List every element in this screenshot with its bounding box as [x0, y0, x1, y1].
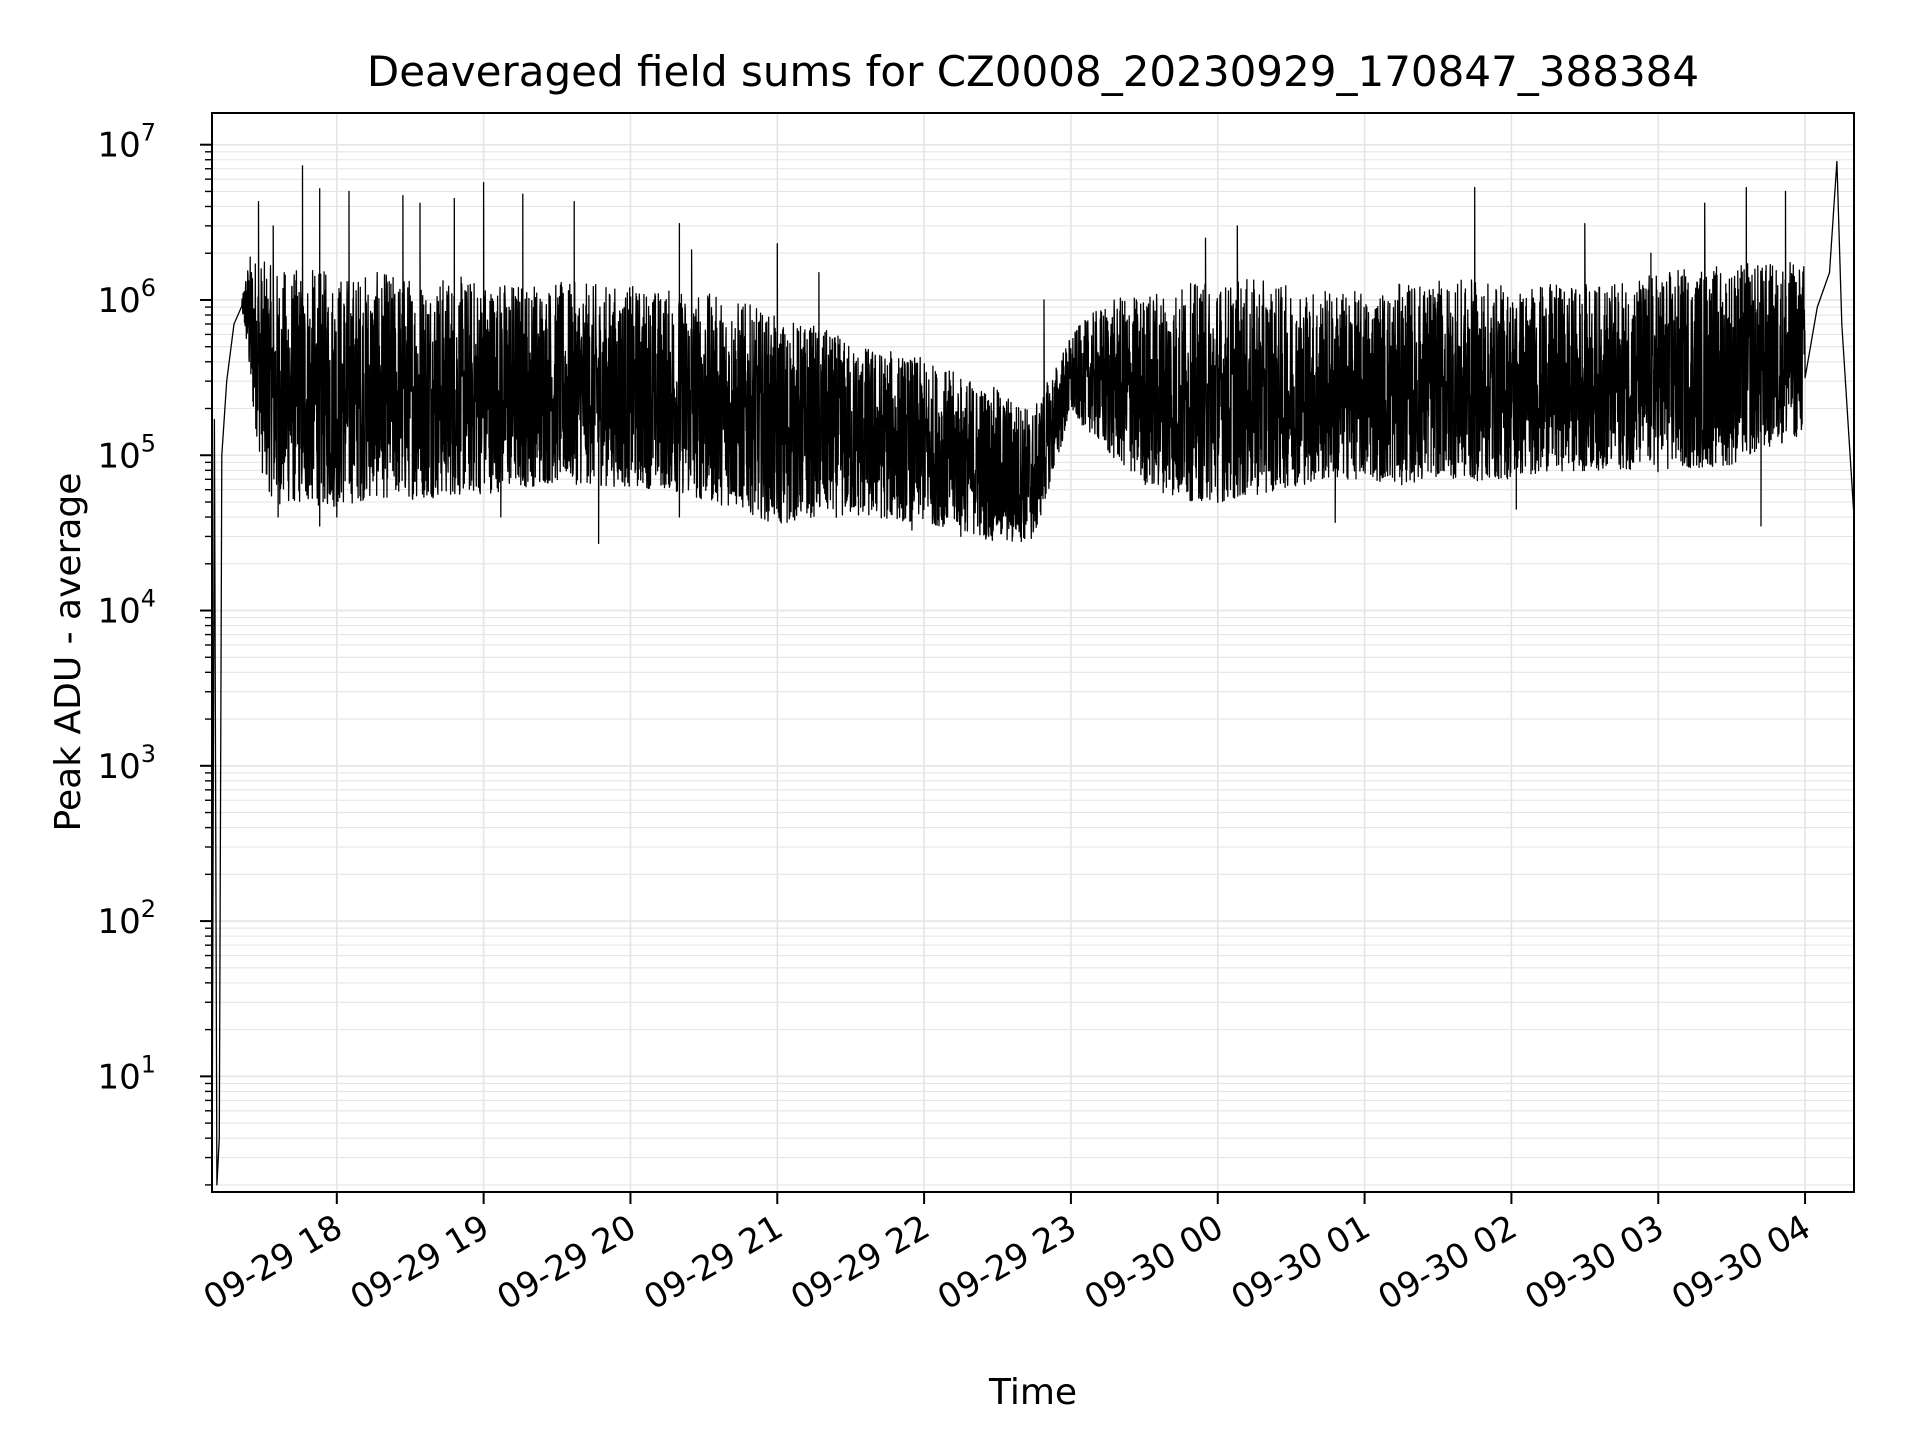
- y-tick-label: 106: [97, 274, 156, 321]
- x-axis-label: Time: [988, 1372, 1077, 1413]
- plot-frame: [211, 112, 1855, 1193]
- y-axis-label: Peak ADU - average: [48, 473, 89, 832]
- gridlines: [212, 113, 1854, 1192]
- y-tick-label: 107: [97, 119, 156, 166]
- series-line: [212, 160, 1854, 1192]
- y-tick-label: 101: [97, 1050, 156, 1097]
- chart-title: Deaveraged field sums for CZ0008_2023092…: [367, 47, 1699, 96]
